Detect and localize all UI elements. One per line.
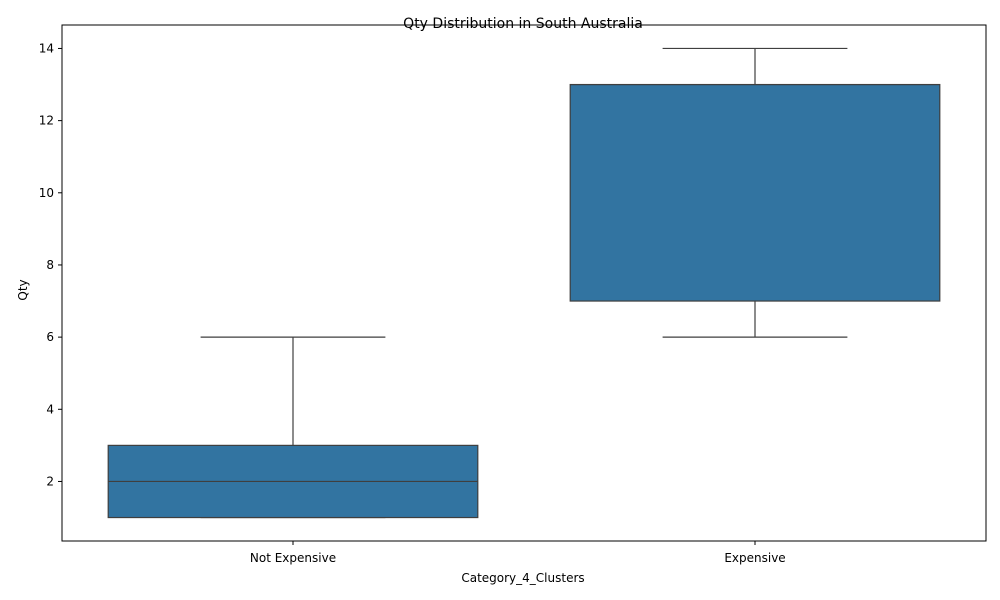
y-tick-label: 4 [46, 402, 54, 416]
y-tick-label: 10 [39, 186, 54, 200]
y-axis-title: Qty [16, 279, 30, 300]
y-axis: 2 4 6 8 10 12 14 [39, 41, 62, 488]
box-iqr [569, 83, 941, 302]
plot-frame [61, 24, 987, 542]
y-tick-label: 14 [39, 41, 54, 55]
y-tick-label: 12 [39, 114, 54, 128]
x-tick-label: Not Expensive [250, 551, 336, 565]
chart-title: Qty Distribution in South Australia [403, 16, 643, 32]
y-tick-label: 8 [46, 258, 54, 272]
plot-area [107, 47, 941, 519]
box-group [569, 47, 941, 338]
y-tick-label: 6 [46, 330, 54, 344]
x-tick-label: Expensive [724, 551, 785, 565]
y-tick-label: 2 [46, 474, 54, 488]
x-axis: Not Expensive Expensive [250, 541, 786, 565]
box-group [107, 336, 479, 519]
x-axis-title: Category_4_Clusters [461, 571, 584, 585]
